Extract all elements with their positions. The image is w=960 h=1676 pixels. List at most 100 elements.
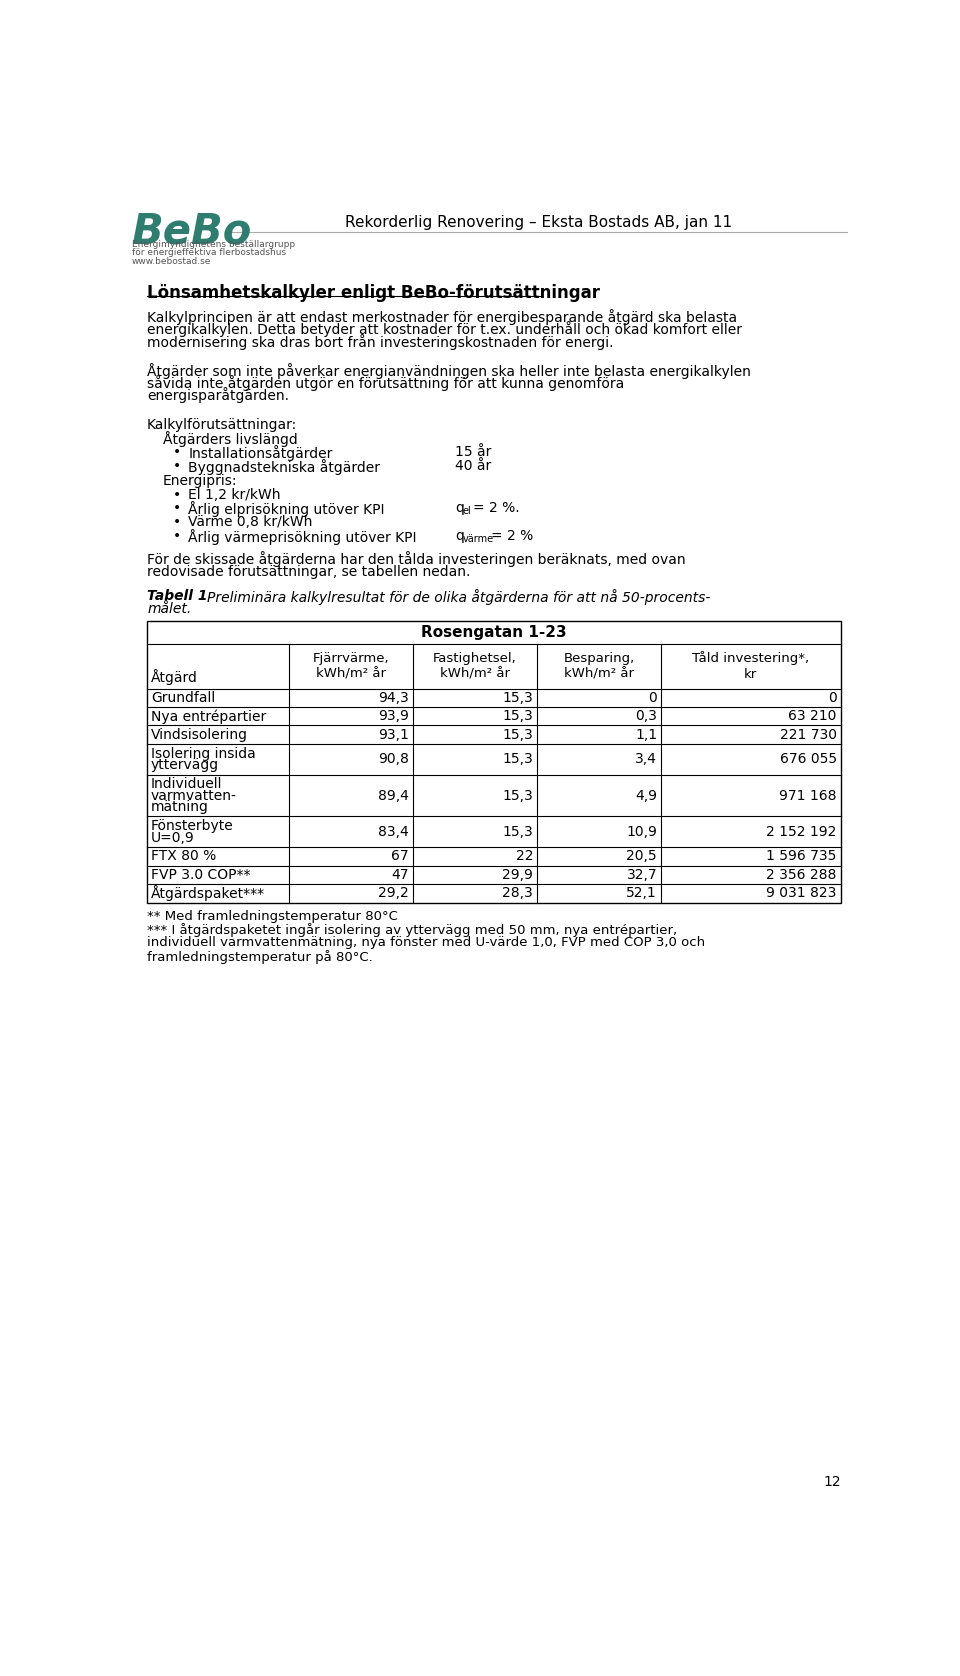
Text: Energipris:: Energipris: [162,474,237,488]
Text: 52,1: 52,1 [626,887,657,900]
Text: •: • [173,530,180,543]
Text: för energieffektiva flerbostadshus: för energieffektiva flerbostadshus [132,248,286,256]
Text: Åtgärdspaket***: Åtgärdspaket*** [151,885,265,902]
Text: 221 730: 221 730 [780,727,837,742]
Text: 89,4: 89,4 [378,789,409,803]
Text: ** Med framledningstemperatur 80°C: ** Med framledningstemperatur 80°C [147,910,398,923]
Text: Rosengatan 1-23: Rosengatan 1-23 [421,625,566,640]
Text: Tabell 1: Tabell 1 [147,590,207,603]
Text: värme: värme [463,533,493,543]
Text: Åtgärders livslängd: Åtgärders livslängd [162,431,298,447]
Text: 1 596 735: 1 596 735 [766,850,837,863]
Text: = 2 %.: = 2 %. [473,501,520,516]
Text: yttervägg: yttervägg [151,758,219,773]
Text: *** I åtgärdspaketet ingår isolering av yttervägg med 50 mm, nya entrépartier,: *** I åtgärdspaketet ingår isolering av … [147,923,677,937]
Text: Årlig elprisökning utöver KPI: Årlig elprisökning utöver KPI [188,501,385,518]
Text: •: • [173,515,180,530]
Text: såvida inte åtgärden utgör en förutsättning för att kunna genomföra: såvida inte åtgärden utgör en förutsättn… [147,375,624,391]
Text: 676 055: 676 055 [780,753,837,766]
Text: 93,1: 93,1 [378,727,409,742]
Text: energikalkylen. Detta betyder att kostnader för t.ex. underhåll och ökad komfort: energikalkylen. Detta betyder att kostna… [147,322,742,337]
Text: 0,3: 0,3 [636,709,657,724]
Text: Energimyndighetens beställargrupp: Energimyndighetens beställargrupp [132,240,295,248]
Text: Fjärrvärme,: Fjärrvärme, [313,652,389,665]
Text: 29,9: 29,9 [502,868,533,882]
Text: •: • [173,446,180,459]
Text: FVP 3.0 COP**: FVP 3.0 COP** [151,868,251,882]
Text: •: • [173,488,180,501]
Text: 47: 47 [392,868,409,882]
Text: Nya entrépartier: Nya entrépartier [151,709,266,724]
Text: Årlig värmeprisökning utöver KPI: Årlig värmeprisökning utöver KPI [188,530,417,545]
Text: 40 år: 40 år [455,459,492,473]
Bar [147,620,841,903]
Text: Rekorderlig Renovering – Eksta Bostads AB, jan 11: Rekorderlig Renovering – Eksta Bostads A… [345,215,732,230]
Text: Besparing,: Besparing, [564,652,635,665]
Text: Åtgärder som inte påverkar energianvändningen ska heller inte belasta energikalk: Åtgärder som inte påverkar energianvändn… [147,362,751,379]
Text: 15,3: 15,3 [502,789,533,803]
Text: Isolering insida: Isolering insida [151,746,255,761]
Text: redovisade förutsättningar, se tabellen nedan.: redovisade förutsättningar, se tabellen … [147,565,470,578]
Text: 90,8: 90,8 [378,753,409,766]
Text: Preliminära kalkylresultat för de olika åtgärderna för att nå 50-procents-: Preliminära kalkylresultat för de olika … [206,590,710,605]
Text: 15,3: 15,3 [502,753,533,766]
Text: Byggnadstekniska åtgärder: Byggnadstekniska åtgärder [188,459,380,474]
Text: el: el [463,506,471,516]
Text: FTX 80 %: FTX 80 % [151,850,216,863]
Text: Lönsamhetskalkyler enligt BeBo-förutsättningar: Lönsamhetskalkyler enligt BeBo-förutsätt… [147,285,600,302]
Text: framledningstemperatur på 80°C.: framledningstemperatur på 80°C. [147,950,372,964]
Text: För de skissade åtgärderna har den tålda investeringen beräknats, med ovan: För de skissade åtgärderna har den tålda… [147,551,685,568]
Text: BeBo: BeBo [132,211,252,253]
Text: 15,3: 15,3 [502,825,533,838]
Text: 971 168: 971 168 [780,789,837,803]
Text: U=0,9: U=0,9 [151,831,195,845]
Text: mätning: mätning [151,799,209,815]
Text: 22: 22 [516,850,533,863]
Text: 32,7: 32,7 [627,868,657,882]
Text: kWh/m² år: kWh/m² år [564,667,634,680]
Text: modernisering ska dras bort från investeringskostnaden för energi.: modernisering ska dras bort från investe… [147,334,613,350]
Text: q: q [455,501,464,516]
Text: 15,3: 15,3 [502,691,533,706]
Text: Individuell: Individuell [151,778,223,791]
Text: Kalkylprincipen är att endast merkostnader för energibesparande åtgärd ska belas: Kalkylprincipen är att endast merkostnad… [147,308,737,325]
Text: energisparåtgärden.: energisparåtgärden. [147,387,289,404]
Text: 15 år: 15 år [455,446,492,459]
Text: = 2 %: = 2 % [492,530,534,543]
Text: Installationsåtgärder: Installationsåtgärder [188,446,332,461]
Text: 29,2: 29,2 [378,887,409,900]
Text: Grundfall: Grundfall [151,691,215,706]
Text: 67: 67 [392,850,409,863]
Text: kWh/m² år: kWh/m² år [316,667,386,680]
Text: individuell varmvattenmätning, nya fönster med U-värde 1,0, FVP med COP 3,0 och: individuell varmvattenmätning, nya fönst… [147,937,706,950]
Text: kWh/m² år: kWh/m² år [440,667,510,680]
Text: 3,4: 3,4 [636,753,657,766]
Text: Tåld investering*,: Tåld investering*, [692,650,809,665]
Text: Fönsterbyte: Fönsterbyte [151,820,233,833]
Text: 15,3: 15,3 [502,727,533,742]
Text: målet.: målet. [147,602,191,617]
Text: 63 210: 63 210 [788,709,837,724]
Text: Kalkylförutsättningar:: Kalkylförutsättningar: [147,419,298,432]
Text: 94,3: 94,3 [378,691,409,706]
Text: •: • [173,501,180,516]
Text: Fastighetsel,: Fastighetsel, [433,652,516,665]
Text: 28,3: 28,3 [502,887,533,900]
Text: 9 031 823: 9 031 823 [766,887,837,900]
Text: 2 152 192: 2 152 192 [766,825,837,838]
Text: varmvatten-: varmvatten- [151,789,237,803]
Text: Värme 0,8 kr/kWh: Värme 0,8 kr/kWh [188,515,313,530]
Text: 1,1: 1,1 [635,727,657,742]
Text: 10,9: 10,9 [626,825,657,838]
Text: 2 356 288: 2 356 288 [766,868,837,882]
Text: 0: 0 [648,691,657,706]
Text: El 1,2 kr/kWh: El 1,2 kr/kWh [188,488,280,501]
Text: kr: kr [744,667,757,680]
Text: 93,9: 93,9 [378,709,409,724]
Text: www.bebostad.se: www.bebostad.se [132,256,211,265]
Text: •: • [173,459,180,473]
Text: 12: 12 [823,1475,841,1490]
Text: 15,3: 15,3 [502,709,533,724]
Text: Åtgärd: Åtgärd [151,669,198,685]
Text: 0: 0 [828,691,837,706]
